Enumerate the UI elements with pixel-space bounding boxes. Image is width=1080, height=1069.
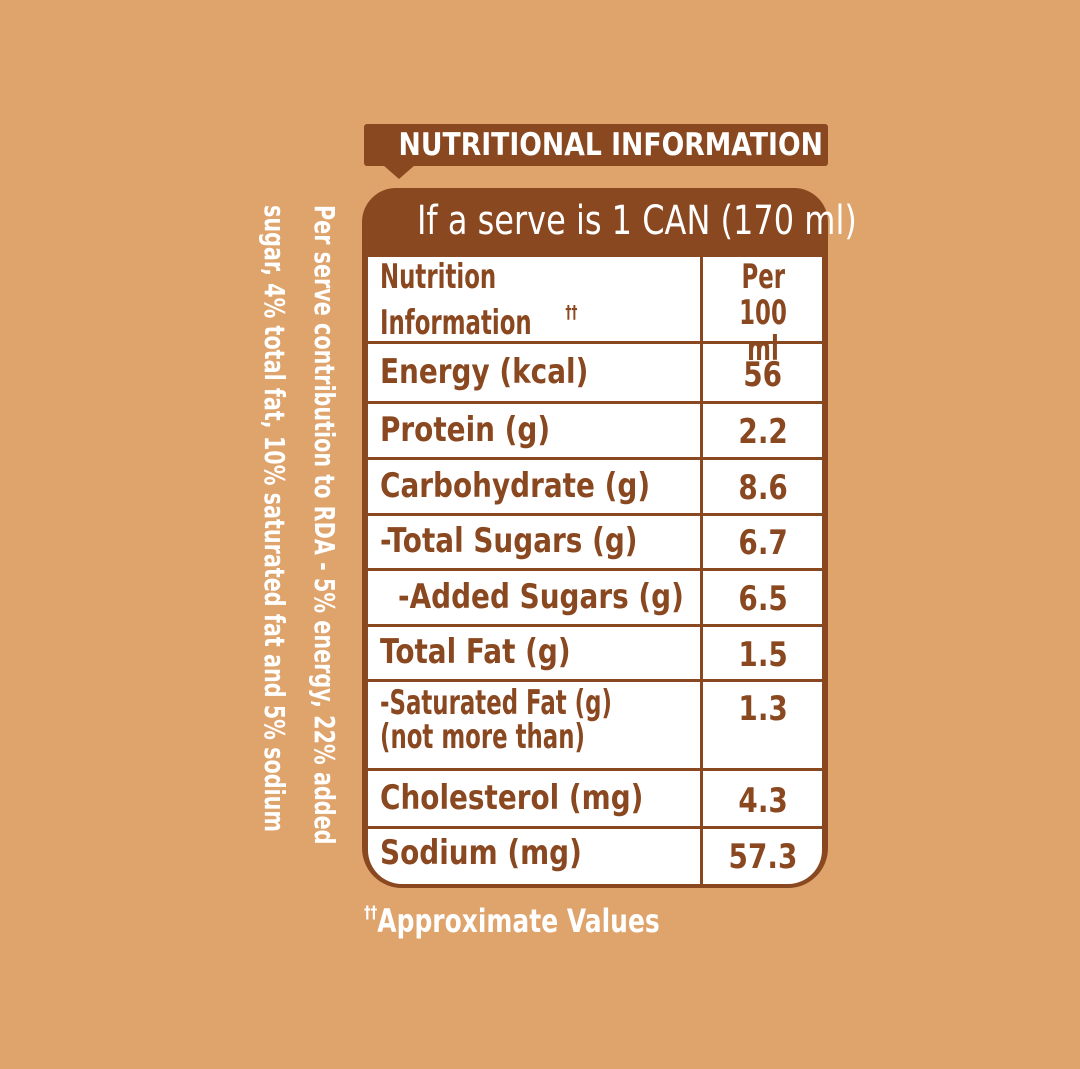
footnote: ††Approximate Values — [364, 902, 660, 940]
row-value: 6.7 — [738, 523, 788, 563]
row-label: -Saturated Fat (g) (not more than) — [380, 683, 612, 757]
row-label: Carbohydrate (g) — [380, 466, 651, 506]
nutrition-table: Nutrition Information †† Per 100 ml Energy … — [368, 254, 822, 884]
table-row: Energy (kcal) 56 — [368, 341, 822, 401]
header-per-100ml: Per 100 ml — [739, 257, 787, 369]
table-header-row: Nutrition Information †† Per 100 ml — [368, 254, 822, 367]
tag-pointer — [383, 165, 415, 179]
nutritional-information-tag: NUTRITIONAL INFORMATION — [364, 124, 828, 166]
table-row: -Total Sugars (g) 6.7 — [368, 513, 822, 568]
row-label: -Added Sugars (g) — [398, 577, 684, 617]
row-value: 1.3 — [738, 689, 788, 729]
row-value: 1.5 — [738, 635, 788, 675]
table-row: -Added Sugars (g) 6.5 — [368, 568, 822, 624]
row-value: 56 — [743, 355, 783, 395]
row-value: 2.2 — [738, 412, 788, 452]
row-label: Sodium (mg) — [380, 833, 582, 873]
serve-size-label: If a serve is 1 CAN (170 ml) — [416, 198, 857, 244]
table-row: Cholesterol (mg) 4.3 — [368, 768, 822, 826]
row-label: -Total Sugars (g) — [380, 521, 638, 561]
header-nutrient: Nutrition Information †† — [380, 257, 578, 343]
table-row: Protein (g) 2.2 — [368, 401, 822, 457]
serve-size-banner: If a serve is 1 CAN (170 ml) — [362, 190, 857, 250]
row-label: Energy (kcal) — [380, 352, 589, 392]
tag-title: NUTRITIONAL INFORMATION — [398, 127, 823, 163]
table-row: Total Fat (g) 1.5 — [368, 624, 822, 679]
row-value: 57.3 — [728, 837, 798, 877]
row-label: Cholesterol (mg) — [380, 778, 644, 818]
row-value: 4.3 — [738, 781, 788, 821]
row-value: 8.6 — [738, 468, 788, 508]
side-note-line-2: sugar, 4% total fat, 10% saturated fat a… — [258, 205, 291, 832]
table-row: Carbohydrate (g) 8.6 — [368, 457, 822, 513]
table-row: Sodium (mg) 57.3 — [368, 826, 822, 884]
row-value: 6.5 — [738, 579, 788, 619]
row-label: Protein (g) — [380, 410, 551, 450]
row-label: Total Fat (g) — [380, 632, 571, 672]
rda-side-note: Per serve contribution to RDA - 5% energ… — [258, 205, 353, 845]
table-row: -Saturated Fat (g) (not more than) 1.3 — [368, 679, 822, 768]
side-note-line-1: Per serve contribution to RDA - 5% energ… — [308, 205, 341, 845]
